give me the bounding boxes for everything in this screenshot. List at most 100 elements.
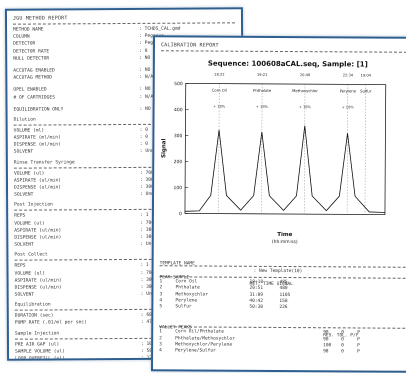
peak-window-line [261,84,262,214]
field-label: EQUILIBRATION ONLY [14,107,64,112]
template-name-row: TEMPLATE NAME : New Template(10) [154,255,406,263]
field-label: VOLUME (ul) [14,171,44,176]
marker-label: 22:34 [343,73,354,77]
field-label: REPS [14,264,25,269]
y-tick-label: 300 [174,133,183,139]
divider [160,276,406,279]
marker-label: 20:48 [300,73,311,77]
field-label: ACCUTAG METHOD [13,76,52,81]
field-label: COLUMN [13,35,30,40]
field-label: LOOP OVERFILL (ul) [15,356,65,360]
chromatogram-chart: Sequence: 100608aCAL.seq, Sample: [1] Si… [155,49,406,253]
peak-label: Methoxychlor [292,88,318,93]
field-label: DISPENSE (ml/min) [14,143,61,148]
field-label: ASPIRATE (ul/min) [14,228,61,233]
valley-name: Perylene/Sulfur [175,349,216,356]
field-label: VOLUME (ul) [14,221,44,226]
divider [160,266,406,269]
field-value: : NO [139,55,150,62]
peak-window-line [347,84,348,214]
y-axis-label: Signal [161,138,167,157]
field-value: : N/A [139,74,153,81]
field-value: : 8 [139,47,147,54]
field-value: : NO [139,67,150,74]
field-label: ASPIRATE (ul/min) [14,178,61,183]
field-value: : 1 [140,262,148,269]
x-axis-label: Time [277,232,292,238]
y-tick-label: 400 [174,107,183,113]
field-value: : 1 [140,212,148,219]
peak-window-line [304,84,305,214]
plot-frame [185,83,386,214]
field-value: : NO [139,86,150,93]
valley-res: 98 [323,350,328,356]
field-label: ASPIRATE (ul/min) [15,278,62,283]
peak-label: Sulfur [360,88,372,93]
valley-n: 4 [159,349,162,355]
window-label: + 18% [342,105,355,109]
field-value: : 60 [141,312,152,319]
y-tick-label: 0 [179,211,182,217]
field-label: NULL DETECTOR [13,56,49,61]
field-value: : NO [140,106,151,113]
field-label: DETECTOR RATE [13,49,49,54]
field-label: # OF CARTRIDGES [13,95,55,100]
field-label: SAMPLE VOLUME (ul) [15,349,65,354]
field-label: ASPIRATE (ml/min) [14,135,61,140]
field-label: METHOD NAME [13,27,43,32]
peak-n: 5 [159,305,162,311]
peak-label: Corn Oil [212,88,227,93]
marker-label: 18:22 [214,73,224,77]
peak-label: Phthalate [253,88,272,93]
peak-sig: 226 [279,305,287,311]
peak-name: Sulfur [175,305,191,312]
field-label: SOLVENT [14,243,33,248]
window-label: + 18% [299,105,312,109]
peak-window-line [365,85,366,215]
field-label: VOLUME (ml) [14,128,44,133]
field-label: DURATION (sec) [15,314,54,319]
field-label: SOLVENT [14,150,33,155]
window-label: + 18% [256,105,269,109]
peak-rt: 50:38 [249,305,263,311]
peak-label: Perylene [340,88,357,93]
field-label: PRE AIR GAP (ul) [15,342,59,347]
field-label: SOLVENT [14,193,33,198]
field-label: OPEL ENABLED [13,88,46,93]
field-label: SOLVENT [15,293,34,298]
calibration-report-page: CALIBRATION REPORT Sequence: 100608aCAL.… [151,35,406,373]
field-label: DISPENSE (ul/min) [14,185,61,190]
template-name-label: TEMPLATE NAME [160,262,195,269]
field-label: PUMP RATE (.01/ml per sec) [15,321,87,326]
field-label: ACCUTAG ENABLED [13,68,55,73]
field-label: REPS [14,214,25,219]
valley-table-header: VALLEY PEAKS RES. TOL. P/F [153,319,406,327]
marker-labels: 18:22 19:21 20:48 22:34 19:04 [214,73,372,78]
field-value: : 0 [140,141,148,148]
window-label: + 18% [213,105,226,109]
peak-window-lines: + 18% + 18% + 18% + 18% [212,84,365,215]
valley-pf: P [357,350,360,356]
chart-title: Sequence: 100608aCAL.seq, Sample: [1] [208,60,368,69]
marker-label: 19:21 [257,73,267,77]
field-value: : N/A [139,93,153,100]
y-tick-label: 100 [173,185,182,191]
x-axis-unit: (hh:mm:ss) [272,239,298,245]
divider [13,22,235,24]
method-report-title: JGU METHOD REPORT [7,9,241,22]
field-label: DISPENSE (ul/min) [14,235,61,240]
field-value: : 0 [140,127,148,134]
marker-label: 19:04 [361,73,372,77]
field-label: VOLUME (ul) [15,271,45,276]
field-value: : 0 [140,134,148,141]
peak-window-line [219,84,220,214]
y-tick-label: 200 [174,159,183,165]
field-label: DETECTOR [13,42,35,47]
field-label: DISPENSE (ul/min) [15,285,62,290]
signal-trace [185,125,386,213]
